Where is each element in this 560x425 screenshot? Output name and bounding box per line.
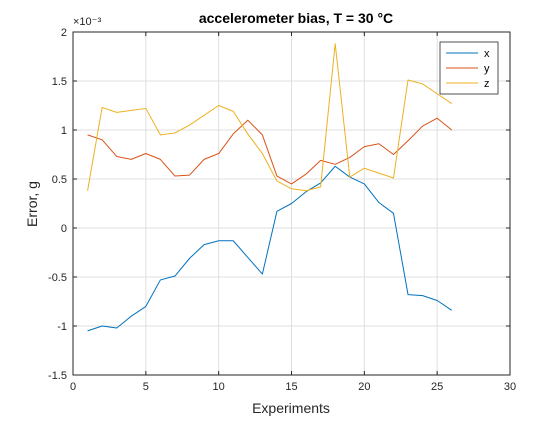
y-tick-label: 0: [61, 223, 67, 235]
series-line-y: [87, 117, 453, 185]
x-tick-label: 30: [504, 381, 516, 393]
y-tick-label: 0.5: [52, 174, 67, 186]
x-tick-label: 10: [213, 381, 225, 393]
chart-title: accelerometer bias, T = 30 °C: [199, 10, 393, 26]
y-tick-label: -1: [57, 321, 67, 333]
y-tick-label: 1: [61, 125, 67, 137]
series-line-z: [87, 43, 453, 192]
grid-lines: [73, 32, 510, 375]
y-tick-label: 1.5: [52, 76, 67, 88]
series-line-x: [87, 165, 453, 332]
x-tick-label: 25: [431, 381, 443, 393]
x-tick-label: 0: [70, 381, 76, 393]
x-tick-label: 5: [143, 381, 149, 393]
x-tick-label: 20: [358, 381, 370, 393]
series-lines: [87, 43, 453, 332]
y-axis-label: Error, g: [24, 181, 40, 227]
legend-label-z: z: [484, 78, 490, 90]
x-tick-label: 15: [285, 381, 297, 393]
legend-label-x: x: [484, 48, 490, 60]
y-tick-label: -0.5: [48, 272, 67, 284]
y-axis-exponent: ×10⁻³: [73, 16, 101, 28]
x-axis-label: Experiments: [252, 400, 330, 416]
legend: xyz: [439, 41, 499, 95]
y-tick-label: 2: [61, 27, 67, 39]
axis-ticks: 0 5 10 15 20 25 30 -1.5 -1 -0.5 0 0.5 1 1.5 2: [48, 27, 516, 393]
y-tick-label: -1.5: [48, 370, 67, 382]
legend-label-y: y: [484, 63, 490, 75]
legend-items: xyz: [446, 48, 490, 90]
